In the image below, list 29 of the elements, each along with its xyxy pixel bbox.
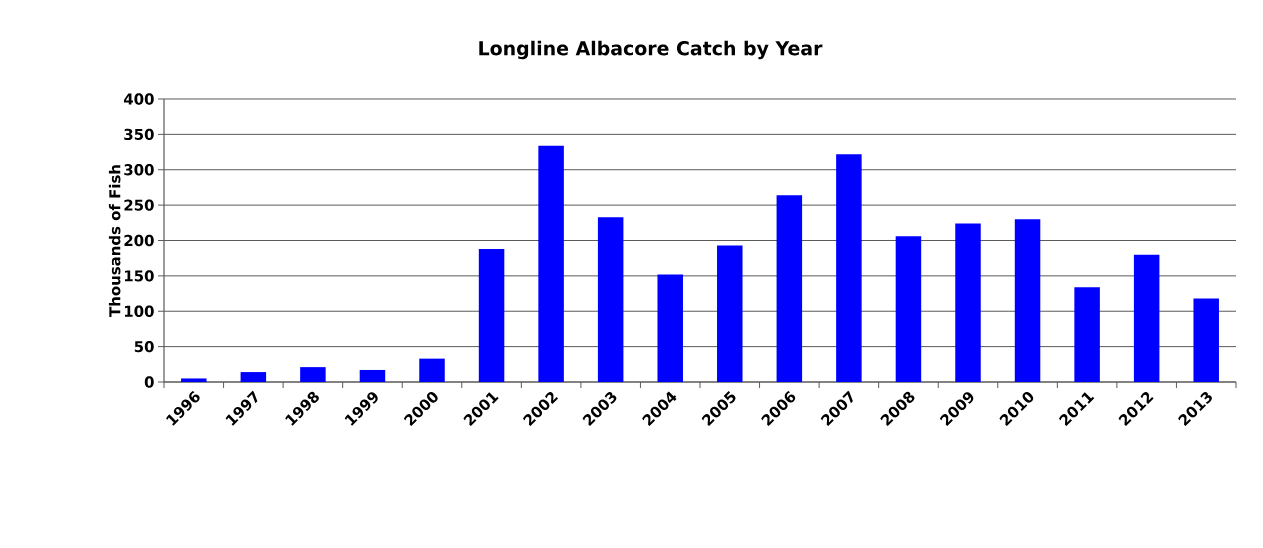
- y-axis-title: Thousands of Fish: [108, 165, 121, 317]
- bar: [1014, 219, 1041, 382]
- y-tick-label: 100: [124, 305, 154, 317]
- bar: [657, 274, 683, 382]
- bar: [538, 145, 564, 382]
- y-tick-label: 50: [134, 340, 154, 353]
- bar: [419, 358, 445, 382]
- y-tick-label: 0: [144, 376, 154, 388]
- bar: [597, 217, 624, 382]
- y-tick-label: 150: [124, 270, 154, 282]
- bar: [240, 372, 267, 382]
- y-tick-label: 300: [124, 164, 154, 176]
- bar: [836, 154, 862, 382]
- bar: [1193, 298, 1219, 382]
- bar: [359, 369, 386, 382]
- y-tick-label: 350: [124, 128, 154, 141]
- y-tick-label: 250: [124, 199, 154, 211]
- bar: [300, 367, 326, 382]
- bar: [1074, 287, 1100, 382]
- bar: [895, 236, 922, 382]
- chart-title: Longline Albacore Catch by Year: [479, 40, 823, 60]
- y-tick-label: 400: [123, 93, 154, 105]
- bar: [181, 378, 207, 382]
- bar: [478, 248, 505, 382]
- bar: [1133, 254, 1160, 382]
- y-tick-label: 200: [124, 234, 154, 247]
- bar: [717, 245, 743, 382]
- bar: [955, 223, 981, 382]
- bar: [776, 195, 803, 382]
